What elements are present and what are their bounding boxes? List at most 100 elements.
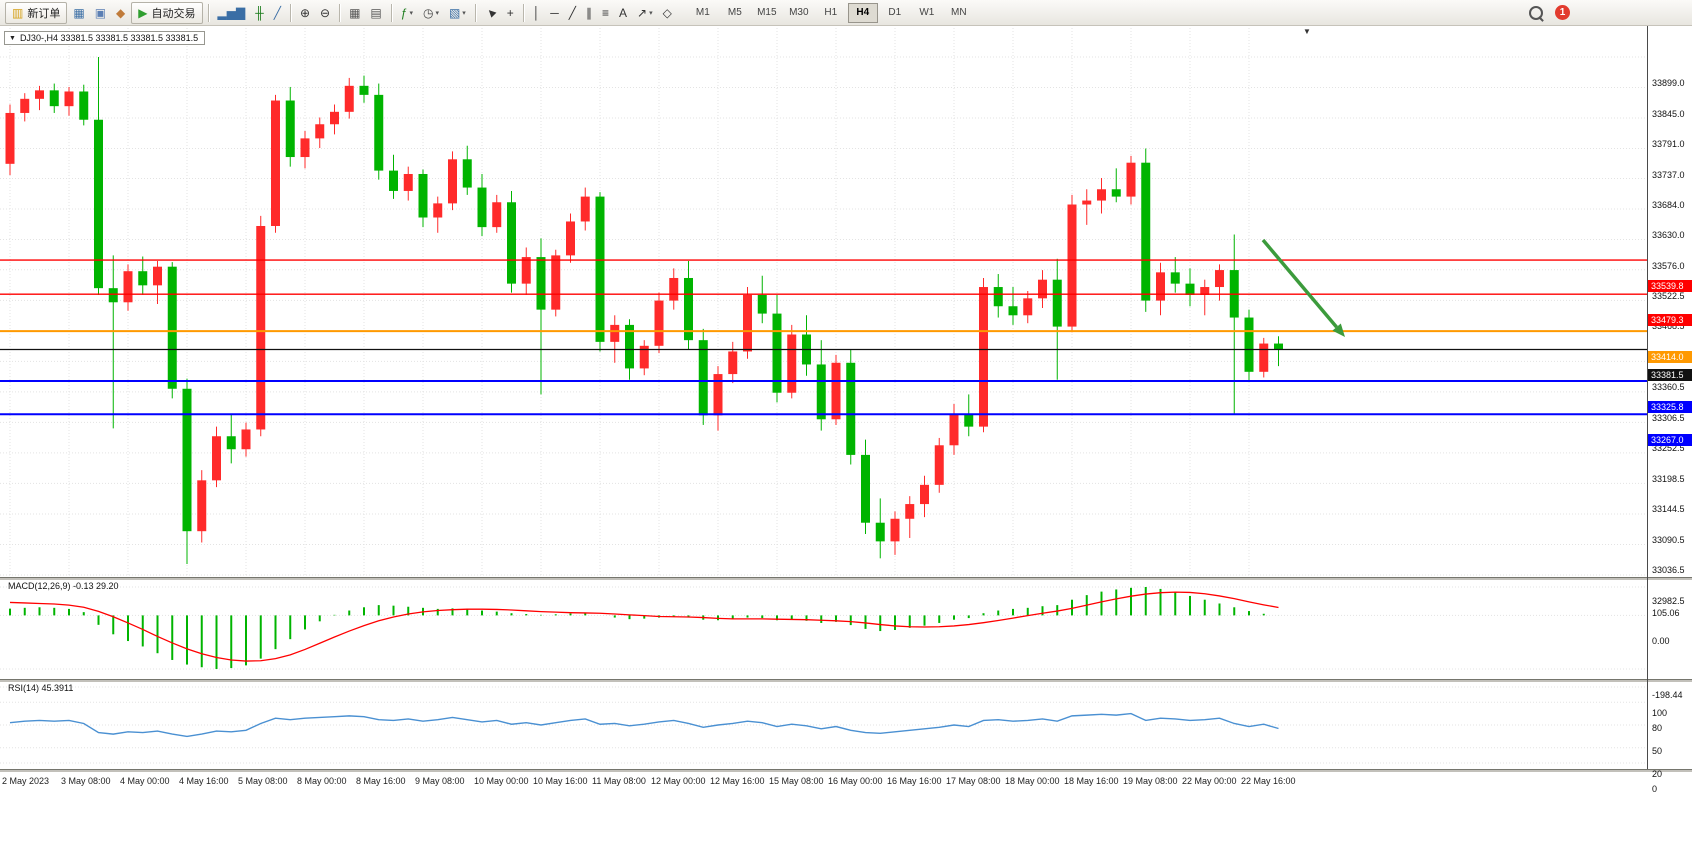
chart-template-dropdown-icon[interactable]: ▾ xyxy=(462,9,466,17)
auto-trading-icon: ▶ xyxy=(138,5,148,20)
price-axis-label: 33737.0 xyxy=(1652,169,1685,180)
window-separator[interactable] xyxy=(0,577,1692,580)
time-axis-label: 18 May 00:00 xyxy=(1005,776,1060,786)
chart-template-button[interactable]: ▧ ▾ xyxy=(445,2,470,24)
candle-body xyxy=(433,203,443,218)
candle-body xyxy=(448,159,457,204)
price-chart-canvas[interactable] xyxy=(0,28,1647,577)
toolbar: ▥ 新订单 ▦ ▣ ◆ ▶ 自动交易 ▂▅▇ ╫ ╱ ⊕ ⊖ ▦ ▤ ƒ ▾ ◷ ▾ ▧ ▾ ► + │ ─ ╱ ∥ ≡ A ↗ ▾ ◇ M… xyxy=(0,0,1692,26)
time-axis-label: 10 May 00:00 xyxy=(474,776,529,786)
candle-body xyxy=(344,85,354,112)
price-line-badge[interactable]: 33325.8 xyxy=(1648,400,1692,413)
horizontal-line-tool-button[interactable]: ─ xyxy=(546,2,563,24)
price-axis-label: 33090.5 xyxy=(1652,534,1685,545)
candle-body xyxy=(167,266,177,389)
cursor-tool-button[interactable]: ► xyxy=(481,2,501,24)
candle-body xyxy=(743,294,752,352)
candle-body xyxy=(123,271,133,303)
new-order-button[interactable]: ▥ 新订单 xyxy=(5,1,68,24)
candle-body xyxy=(241,429,251,450)
fibonacci-tool-button[interactable]: ≡ xyxy=(598,2,613,24)
candlestick-mode-icon: ╫ xyxy=(255,5,264,20)
one-click-trading-collapse-icon[interactable]: ▼ xyxy=(9,34,16,42)
candle-body xyxy=(182,388,192,532)
add-indicator-dropdown-icon[interactable]: ▾ xyxy=(409,9,413,17)
zoom-in-button[interactable]: ⊕ xyxy=(296,2,314,24)
price-line-badge[interactable]: 33267.0 xyxy=(1648,434,1692,447)
timeframe-m15[interactable]: M15 xyxy=(757,6,777,18)
trend-arrow-annotation[interactable] xyxy=(1261,238,1338,329)
bar-chart-mode-button[interactable]: ▂▅▇ xyxy=(214,2,250,24)
rsi-line xyxy=(9,712,1279,738)
price-scale[interactable]: 33899.0 33845.0 33791.0 33737.0 33684.0 33630… xyxy=(1648,26,1692,859)
community-button[interactable]: ◆ xyxy=(112,2,129,24)
new-order-label: 新订单 xyxy=(27,7,61,20)
candle-body xyxy=(1082,200,1092,205)
window-separator[interactable] xyxy=(0,679,1692,682)
notification-badge[interactable]: 1 xyxy=(1555,5,1570,20)
price-line-badge[interactable]: 33414.0 xyxy=(1648,351,1692,364)
candlestick-mode-button[interactable]: ╫ xyxy=(251,2,268,24)
candle-body xyxy=(138,271,148,286)
timeframe-d1[interactable]: D1 xyxy=(888,6,902,18)
add-indicator-button[interactable]: ƒ ▾ xyxy=(397,2,417,24)
auto-trading-button[interactable]: ▶ 自动交易 xyxy=(131,1,203,24)
candle-body xyxy=(713,374,723,416)
toolbar-separator xyxy=(207,3,209,22)
rsi-scale-label: 100 xyxy=(1652,708,1668,718)
time-scale[interactable]: 2 May 2023 3 May 08:00 4 May 00:00 4 May 16… xyxy=(0,771,1647,793)
trendline-tool-button[interactable]: ╱ xyxy=(565,2,580,24)
timeframe-h1[interactable]: H1 xyxy=(824,6,838,18)
zoom-out-button[interactable]: ⊖ xyxy=(316,2,334,24)
timeframe-m30[interactable]: M30 xyxy=(789,6,809,18)
timeframe-m5[interactable]: M5 xyxy=(727,6,742,18)
candle-body xyxy=(1259,343,1269,372)
candle-body xyxy=(625,324,634,369)
profiles-button[interactable]: ▣ xyxy=(91,2,110,24)
period-clock-button[interactable]: ◷ ▾ xyxy=(419,2,443,24)
timeframe-h4[interactable]: H4 xyxy=(847,2,878,23)
rsi-scale-label: 80 xyxy=(1652,723,1663,734)
text-tool-button[interactable]: A xyxy=(615,2,631,24)
candle-body xyxy=(831,362,841,420)
cascade-windows-button[interactable]: ▤ xyxy=(366,2,385,24)
arrows-tool-button[interactable]: ↗ ▾ xyxy=(633,2,657,24)
current-price-badge[interactable]: 33381.5 xyxy=(1648,369,1692,382)
candle-body xyxy=(197,480,207,532)
vertical-line-tool-button[interactable]: │ xyxy=(529,2,545,24)
candle-body xyxy=(315,124,325,139)
new-chart-button[interactable]: ▦ xyxy=(69,2,88,24)
period-clock-icon: ◷ xyxy=(422,5,434,20)
line-chart-mode-button[interactable]: ╱ xyxy=(270,2,285,24)
time-axis-label: 9 May 08:00 xyxy=(415,776,465,786)
time-axis-label: 8 May 16:00 xyxy=(356,776,406,786)
macd-panel-canvas[interactable] xyxy=(0,579,1647,679)
window-separator[interactable] xyxy=(0,769,1692,772)
candle-body xyxy=(610,324,620,342)
candle-body xyxy=(1185,283,1195,295)
candle-body xyxy=(816,364,826,420)
rsi-panel-canvas[interactable] xyxy=(0,681,1647,769)
cursor-tool-icon: ► xyxy=(481,3,500,22)
time-axis-label: 22 May 00:00 xyxy=(1182,776,1237,786)
chart-shift-marker-icon[interactable]: ▼ xyxy=(1303,27,1311,36)
zoom-in-icon: ⊕ xyxy=(299,5,310,20)
period-clock-dropdown-icon[interactable]: ▾ xyxy=(435,9,439,17)
candle-body xyxy=(1067,204,1077,327)
price-line-badge[interactable]: 33479.3 xyxy=(1648,314,1692,327)
candle-body xyxy=(580,196,590,222)
arrows-tool-dropdown-icon[interactable]: ▾ xyxy=(649,9,653,17)
timeframe-mn[interactable]: MN xyxy=(951,6,967,18)
price-line-badge[interactable]: 33539.8 xyxy=(1648,280,1692,293)
candle-body xyxy=(639,345,649,369)
chart-template-icon: ▧ xyxy=(448,5,461,20)
price-axis-label: 33791.0 xyxy=(1652,139,1685,150)
crosshair-tool-button[interactable]: + xyxy=(503,2,518,24)
timeframe-m1[interactable]: M1 xyxy=(695,6,710,18)
search-icon[interactable] xyxy=(1529,5,1543,20)
channel-tool-button[interactable]: ∥ xyxy=(582,2,596,24)
vertical-line-tool-icon: │ xyxy=(532,5,541,20)
timeframe-w1[interactable]: W1 xyxy=(919,6,935,18)
shapes-tool-button[interactable]: ◇ xyxy=(659,2,676,24)
tile-windows-button[interactable]: ▦ xyxy=(345,2,364,24)
